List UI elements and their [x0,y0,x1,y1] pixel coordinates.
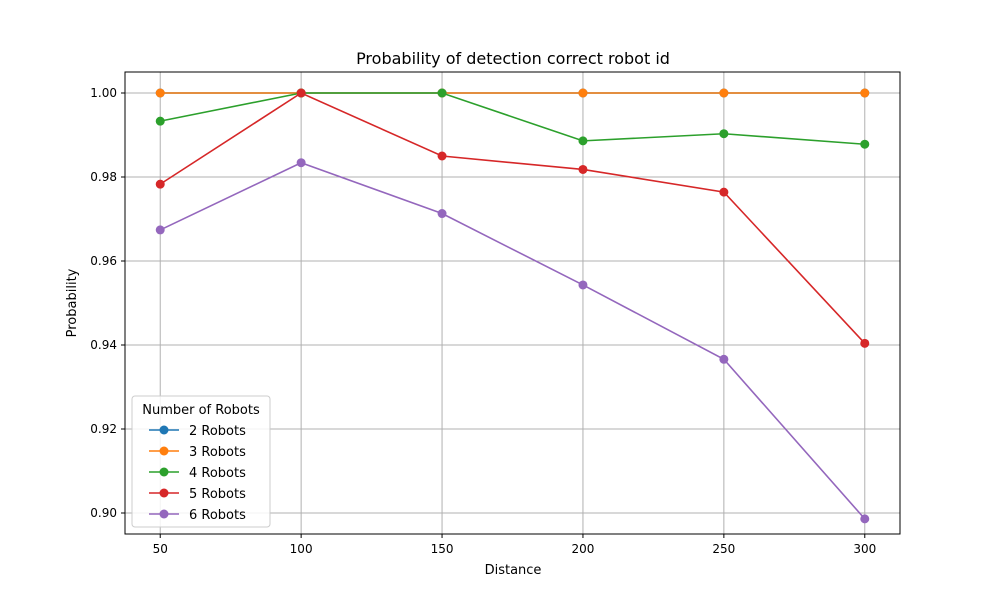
data-point-6-robots [437,209,447,219]
data-point-4-robots [860,139,870,149]
data-point-3-robots [860,88,870,98]
series-3-robots [155,88,870,98]
y-tick-label: 0.94 [90,338,117,352]
x-tick-label: 300 [853,542,876,556]
data-point-5-robots [578,164,588,174]
data-point-5-robots [437,151,447,161]
data-point-5-robots [860,338,870,348]
legend-swatch-marker [159,425,169,435]
legend-swatch-marker [159,467,169,477]
data-point-3-robots [578,88,588,98]
y-tick-label: 0.92 [90,422,117,436]
data-point-4-robots [719,129,729,139]
data-point-5-robots [719,187,729,197]
series-line-6-robots [159,161,866,520]
legend-title: Number of Robots [142,403,260,418]
x-tick-label: 100 [290,542,313,556]
series-line-4-robots [160,92,865,146]
series-line-5-robots [159,92,866,344]
legend-label: 4 Robots [189,466,246,481]
y-tick-label: 0.98 [90,170,117,184]
y-tick-label: 1.00 [90,86,117,100]
data-point-5-robots [296,88,306,98]
series-group [155,88,870,524]
series-6-robots [155,158,870,524]
x-tick-label: 150 [431,542,454,556]
x-tick-label: 200 [572,542,595,556]
legend: Number of Robots 2 Robots 3 Robots 4 Robot… [131,395,271,528]
legend-label: 3 Robots [189,445,246,460]
legend-swatch-marker [159,488,169,498]
y-axis-label: Probability [65,268,80,337]
legend-label: 2 Robots [189,424,246,439]
data-point-6-robots [155,225,165,235]
data-point-4-robots [155,116,165,126]
data-point-3-robots [155,88,165,98]
legend-item-3-robots: 3 Robots [149,445,246,460]
y-tick-label: 0.90 [90,506,117,520]
x-axis-label: Distance [485,563,542,578]
plot-area-frame [124,71,901,535]
x-tick-label: 50 [153,542,168,556]
data-point-6-robots [578,280,588,290]
legend-item-5-robots: 5 Robots [149,487,246,502]
legend-item-6-robots: 6 Robots [149,508,246,523]
legend-swatch-marker [159,446,169,456]
data-point-3-robots [719,88,729,98]
y-tick-label: 0.96 [90,254,117,268]
data-point-6-robots [719,354,729,364]
legend-label: 6 Robots [189,508,246,523]
series-5-robots [155,88,870,348]
data-point-4-robots [437,88,447,98]
legend-items: 2 Robots 3 Robots 4 Robots 5 Robots 6 Robots [149,424,246,523]
chart-title: Probability of detection correct robot i… [356,49,670,68]
data-point-5-robots [155,179,165,189]
y-axis: 0.90 0.92 0.94 0.96 0.98 1.00 [90,86,125,520]
x-tick-label: 250 [712,542,735,556]
data-point-6-robots [860,514,870,524]
legend-item-4-robots: 4 Robots [149,466,246,481]
data-point-4-robots [578,136,588,146]
legend-swatch-marker [159,509,169,519]
legend-item-2-robots: 2 Robots [149,424,246,439]
legend-label: 5 Robots [189,487,246,502]
data-point-6-robots [296,158,306,168]
x-axis: 50 100 150 200 250 300 [153,534,876,556]
